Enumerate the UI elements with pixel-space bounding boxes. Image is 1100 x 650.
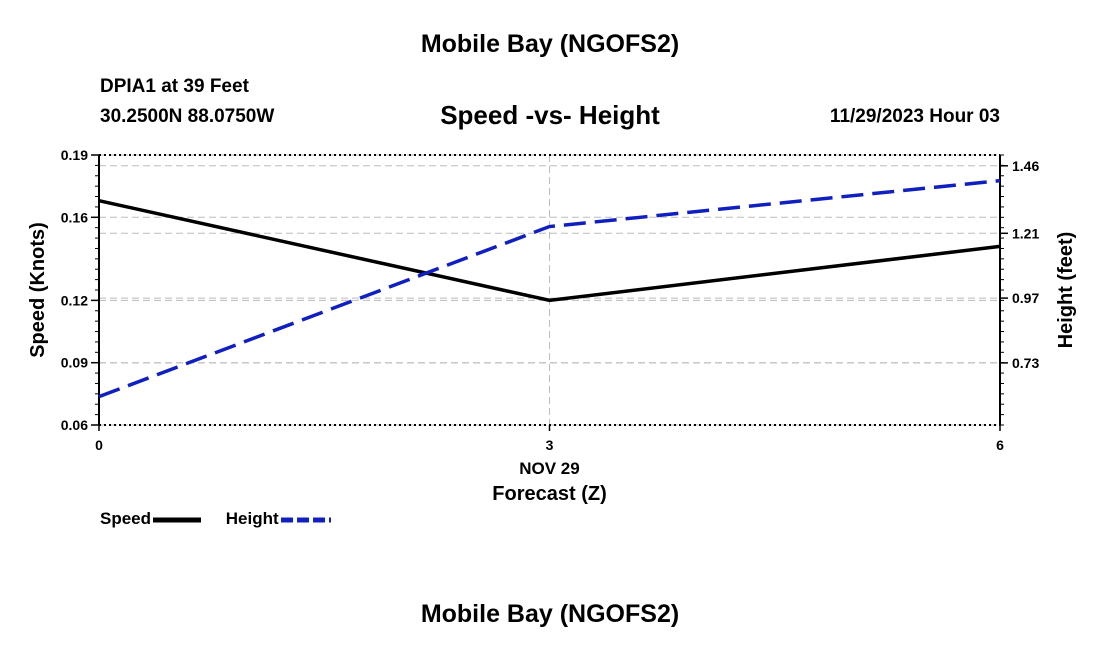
y-tick-label-left: 0.12 [61, 292, 88, 308]
series-line-height [98, 178, 1001, 399]
coordinates-label: 30.2500N 88.0750W [100, 106, 275, 127]
y-axis-label-left: Speed (Knots) [27, 222, 49, 358]
legend-label-speed: Speed [100, 509, 152, 528]
y-axis-label-right: Height (feet) [1055, 232, 1077, 349]
y-tick-label-right: 1.46 [1012, 158, 1039, 174]
legend-swatch-speed [153, 517, 202, 523]
legend-label-height: Height [225, 509, 279, 528]
legend-item-speed: Speed [100, 509, 203, 529]
y-tick-label-right: 0.73 [1012, 355, 1039, 371]
x-sublabel: NOV 29 [519, 459, 579, 478]
legend: Speed Height [100, 509, 351, 529]
chart-title: Mobile Bay (NGOFS2) [420, 30, 680, 58]
forecast-datetime: 11/29/2023 Hour 03 [829, 106, 1000, 127]
y-tick-label-right: 0.97 [1012, 290, 1039, 306]
y-tick-label-left: 0.19 [61, 147, 88, 163]
legend-swatch-height [280, 517, 331, 523]
footer-title: Mobile Bay (NGOFS2) [420, 600, 680, 628]
x-tick-label: 6 [996, 437, 1004, 453]
x-axis-label: Forecast (Z) [492, 483, 606, 505]
x-tick-label: 3 [546, 437, 554, 453]
station-label: DPIA1 at 39 Feet [100, 76, 249, 97]
y-tick-label-left: 0.16 [61, 209, 88, 225]
y-tick-label-left: 0.06 [61, 417, 88, 433]
y-tick-label-left: 0.09 [61, 355, 88, 371]
chart-subtitle: Speed -vs- Height [440, 100, 660, 130]
series-line-speed [98, 198, 1001, 303]
x-tick-label: 0 [95, 437, 103, 453]
legend-item-height: Height [226, 509, 333, 529]
y-tick-label-right: 1.21 [1012, 225, 1039, 241]
